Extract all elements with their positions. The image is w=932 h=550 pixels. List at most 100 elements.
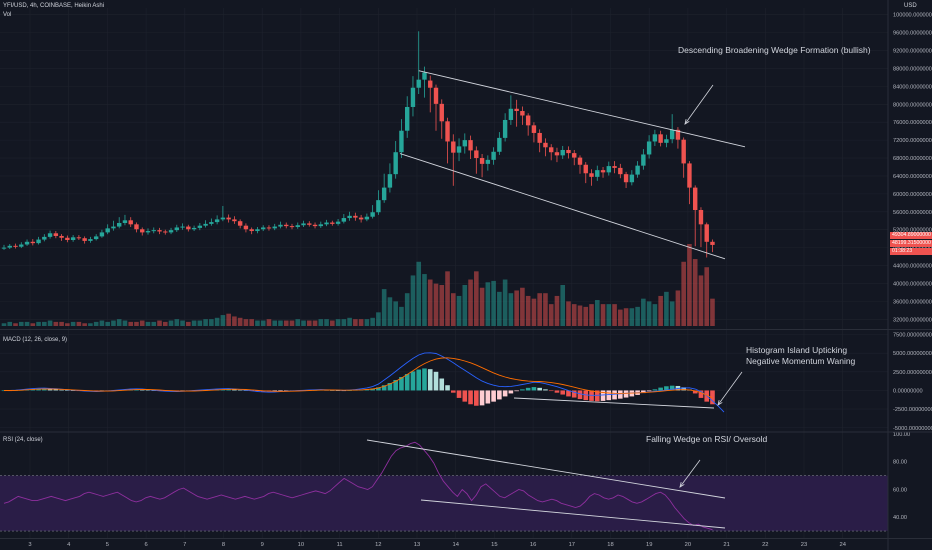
macd-histogram-bar — [566, 390, 571, 397]
rsi-arrow — [679, 459, 701, 488]
volume-bar — [658, 295, 663, 326]
volume-bar — [358, 319, 364, 326]
candle-body — [278, 224, 283, 227]
macd-histogram-bar — [560, 390, 566, 395]
price-axis-tick: 64000.00000000 — [893, 174, 932, 180]
volume-bar — [618, 309, 623, 326]
candle-body — [479, 158, 485, 164]
candle-body — [589, 173, 594, 177]
macd-histogram-bar — [53, 389, 59, 391]
volume-bar — [571, 304, 577, 326]
candle-body — [30, 241, 35, 244]
macd-histogram-bar — [381, 385, 387, 391]
candle-body — [595, 170, 600, 177]
volume-bar — [162, 321, 168, 326]
candle-body — [261, 227, 266, 230]
price-axis-tick: 96000.00000000 — [893, 31, 932, 37]
volume-bar — [151, 321, 157, 326]
candle-body — [514, 108, 519, 112]
volume-bar — [139, 320, 145, 326]
volume-bar — [220, 315, 226, 326]
candle-body — [93, 236, 99, 240]
candle-body — [439, 103, 444, 122]
candle-body — [652, 134, 658, 142]
volume-bar — [491, 280, 496, 326]
candle-body — [393, 152, 398, 175]
candle-body — [209, 222, 214, 224]
macd-histogram-bar — [479, 390, 485, 406]
rsi-pane — [0, 441, 888, 532]
time-axis-tick: 21 — [723, 542, 729, 548]
volume-bar — [295, 319, 301, 326]
macd-axis-tick: -2500.00000000 — [893, 407, 932, 413]
chart-title: YFI/USD, 4h, COINBASE, Heikin Ashi — [3, 3, 105, 9]
candle-body — [117, 222, 122, 227]
volume-bar — [427, 279, 433, 326]
volume-bar — [474, 271, 479, 326]
candle-body — [284, 224, 289, 227]
volume-bar — [197, 320, 203, 326]
macd-histogram-bar — [36, 389, 41, 391]
volume-bar — [301, 320, 306, 326]
macd-histogram-bar — [537, 387, 542, 391]
volume-bar — [203, 319, 208, 326]
candle-body — [151, 230, 156, 232]
volume-bar — [514, 290, 519, 326]
price-axis-tick: 84000.00000000 — [893, 84, 932, 90]
annotation-histogram-2: Negative Momentum Waning — [746, 356, 856, 366]
signal-line — [4, 357, 713, 399]
candle-body — [583, 164, 588, 174]
volume-bar — [704, 267, 710, 326]
candle-body — [335, 221, 341, 224]
volume-bar — [13, 323, 18, 326]
volume-bar — [698, 275, 704, 326]
volume-bar — [462, 285, 468, 326]
volume-bar — [186, 321, 191, 326]
volume-bar — [18, 321, 24, 326]
volume-bar — [376, 312, 381, 326]
candle-body — [641, 154, 646, 166]
volume-bar — [583, 306, 589, 326]
macd-label: MACD (12, 26, close, 9) — [3, 337, 68, 343]
candle-body — [347, 215, 352, 219]
volume-bar — [111, 320, 116, 326]
candle-body — [456, 146, 462, 153]
candle-body — [664, 139, 669, 143]
candle-body — [163, 231, 168, 233]
candle-body — [220, 217, 226, 220]
macd-histogram-bar — [652, 389, 658, 391]
volume-bar — [168, 320, 174, 326]
volume-bar — [537, 293, 542, 326]
candle-body — [76, 237, 82, 239]
candle-body — [168, 230, 174, 233]
macd-histogram-bar — [278, 390, 283, 392]
wedge-lower-line — [399, 153, 726, 260]
volume-bar — [157, 320, 162, 326]
volume-bar — [692, 259, 698, 326]
volume-bar — [128, 321, 134, 326]
annotation-wedge: Descending Broadening Wedge Formation (b… — [678, 45, 871, 55]
candle-body — [13, 245, 18, 247]
macd-histogram-bar — [145, 389, 151, 391]
volume-bars — [1, 244, 715, 326]
macd-histogram-bar — [474, 390, 479, 406]
candle-body — [65, 237, 70, 241]
candle-body — [698, 209, 704, 225]
volume-bar — [554, 295, 560, 326]
candle-body — [491, 151, 496, 160]
volume-bar — [278, 320, 283, 326]
macd-histogram-bar — [439, 378, 445, 391]
candle-body — [566, 149, 571, 154]
volume-bar — [122, 320, 128, 326]
volume-bar — [255, 320, 260, 326]
volume-bar — [174, 319, 180, 326]
candle-body — [433, 87, 439, 104]
candle-body — [693, 187, 698, 210]
rsi-axis-tick: 60.00 — [893, 487, 907, 493]
macd-histogram-bar — [433, 371, 439, 391]
candle-body — [232, 219, 237, 222]
candle-body — [451, 141, 456, 153]
volume-bar — [687, 244, 692, 326]
volume-bar — [65, 323, 70, 326]
time-axis-tick: 9 — [261, 542, 264, 548]
